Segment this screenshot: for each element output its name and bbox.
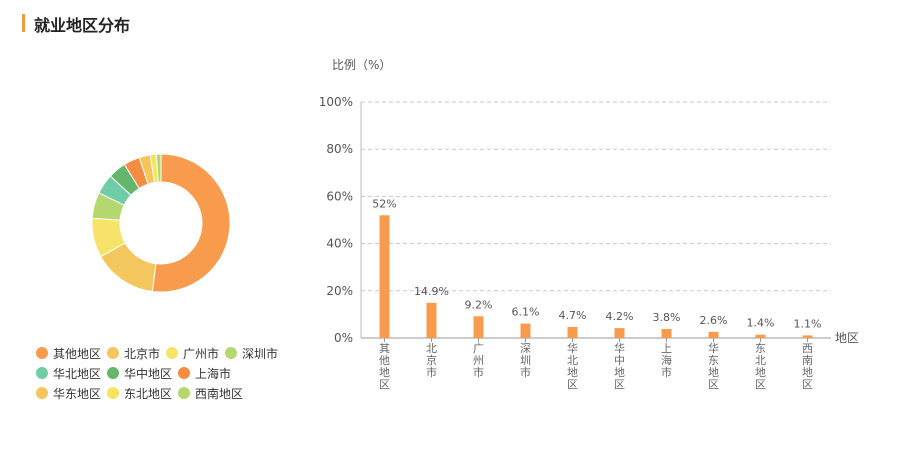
bar-9 xyxy=(755,334,766,338)
y-tick-label: 80% xyxy=(326,142,353,156)
bar-1 xyxy=(379,215,390,338)
legend-item[interactable]: 东北地区 xyxy=(107,385,172,402)
bar-8 xyxy=(708,331,719,338)
x-tick-label: 华东地区 xyxy=(708,341,719,391)
bar-data-label: 1.4% xyxy=(747,317,775,330)
legend-swatch xyxy=(178,387,191,399)
legend-label: 华中地区 xyxy=(124,366,173,381)
bar-10 xyxy=(802,335,813,338)
legend-item[interactable]: 广州市 xyxy=(166,345,219,362)
legend-label: 西南地区 xyxy=(195,386,244,401)
legend-row: 华北地区 华中地区 上海市 xyxy=(36,363,306,383)
bar-data-label: 3.8% xyxy=(653,311,681,324)
legend-label: 其他地区 xyxy=(53,346,102,361)
bar-7 xyxy=(661,329,672,338)
x-tick-label: 华中地区 xyxy=(614,341,625,391)
y-axis-title: 比例（%） xyxy=(332,58,391,72)
bar-data-label: 14.9% xyxy=(414,285,449,298)
legend-swatch xyxy=(166,347,179,359)
legend-label: 东北地区 xyxy=(124,386,173,401)
x-tick-label: 其他地区 xyxy=(379,342,390,391)
bar-data-label: 4.7% xyxy=(559,309,587,322)
legend-swatch xyxy=(107,387,120,399)
legend-swatch xyxy=(225,347,238,359)
y-tick-label: 0% xyxy=(334,331,353,345)
legend-swatch xyxy=(36,387,48,399)
bar-2 xyxy=(426,302,437,338)
bar-4 xyxy=(520,323,531,338)
bar-data-label: 4.2% xyxy=(606,310,634,323)
legend-item[interactable]: 华中地区 xyxy=(107,365,172,382)
bar-6 xyxy=(614,328,625,338)
bar-data-label: 9.2% xyxy=(465,298,493,311)
bar-data-label: 6.1% xyxy=(512,306,540,319)
x-tick-label: 上海市 xyxy=(661,342,672,379)
title-accent-bar xyxy=(22,14,25,32)
bar-data-label: 1.1% xyxy=(794,317,822,330)
legend-item[interactable]: 华东地区 xyxy=(36,385,101,402)
x-tick-label: 深圳市 xyxy=(520,342,531,379)
bar-3 xyxy=(473,316,484,338)
y-tick-label: 100% xyxy=(319,95,353,109)
legend-item[interactable]: 西南地区 xyxy=(178,385,243,402)
x-tick-label: 东北地区 xyxy=(755,342,766,391)
y-tick-label: 40% xyxy=(326,237,353,251)
y-tick-label: 20% xyxy=(326,284,353,298)
legend-swatch xyxy=(107,367,120,379)
legend-swatch xyxy=(36,347,48,359)
legend-item[interactable]: 深圳市 xyxy=(225,345,278,362)
x-tick-label: 广州市 xyxy=(473,342,484,379)
legend-swatch xyxy=(107,347,120,359)
donut-legend: 其他地区 北京市 广州市 深圳市华北地区 华中地区 上海市华东地区 东北地区 西南地区 xyxy=(36,343,306,403)
legend-swatch xyxy=(178,367,191,379)
legend-row: 华东地区 东北地区 西南地区 xyxy=(36,383,306,403)
legend-label: 上海市 xyxy=(195,366,232,381)
legend-swatch xyxy=(36,367,48,379)
x-tick-label: 北京市 xyxy=(426,342,437,379)
donut-slice-10 xyxy=(155,153,162,183)
legend-label: 华东地区 xyxy=(53,386,102,401)
legend-item[interactable]: 上海市 xyxy=(178,365,231,382)
legend-label: 华北地区 xyxy=(53,366,102,381)
legend-label: 北京市 xyxy=(124,346,161,361)
x-tick-label: 西南地区 xyxy=(802,342,813,391)
legend-label: 广州市 xyxy=(183,346,220,361)
bar-data-label: 2.6% xyxy=(700,314,728,327)
legend-item[interactable]: 其他地区 xyxy=(36,345,101,362)
x-axis-title: 地区 xyxy=(835,331,859,345)
legend-row: 其他地区 北京市 广州市 深圳市 xyxy=(36,343,306,363)
y-tick-label: 60% xyxy=(326,189,353,203)
legend-item[interactable]: 华北地区 xyxy=(36,365,101,382)
bar-data-label: 52% xyxy=(372,197,396,210)
legend-item[interactable]: 北京市 xyxy=(107,345,160,362)
donut-slice-1 xyxy=(151,153,231,293)
x-tick-label: 华北地区 xyxy=(567,341,578,391)
bar-5 xyxy=(567,326,578,338)
legend-label: 深圳市 xyxy=(242,346,279,361)
section-title: 就业地区分布 xyxy=(34,16,131,35)
